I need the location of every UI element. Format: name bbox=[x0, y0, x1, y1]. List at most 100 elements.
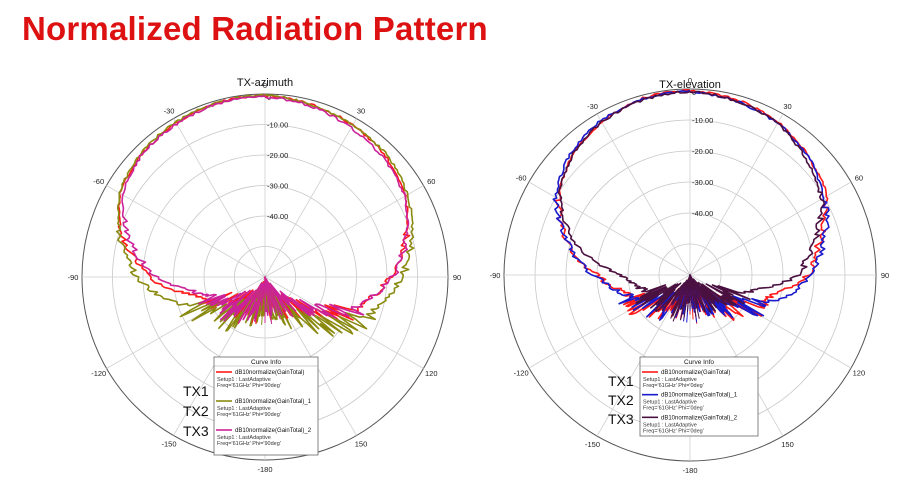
angle-tick-label: -180 bbox=[682, 466, 697, 475]
legend-title: Curve Info bbox=[251, 359, 281, 366]
series-spike bbox=[683, 281, 690, 319]
series-spike bbox=[265, 283, 267, 296]
radial-tick-label: -40.00 bbox=[267, 212, 288, 221]
angle-tick-label: -150 bbox=[161, 439, 176, 448]
series-spike bbox=[253, 282, 264, 303]
series-spike bbox=[692, 280, 703, 299]
chart-title: TX-elevation bbox=[659, 79, 721, 91]
series-spike bbox=[679, 280, 690, 321]
tx-label: TX1 bbox=[183, 383, 209, 399]
grid-spoke bbox=[264, 118, 357, 278]
radial-tick-label: -40.00 bbox=[692, 209, 713, 218]
legend-entry-freq: Freq='61GHz' Phi='0deg' bbox=[643, 428, 704, 434]
series-spike bbox=[256, 282, 264, 299]
slide-title: Normalized Radiation Pattern bbox=[22, 10, 488, 47]
angle-tick-label: -150 bbox=[585, 440, 600, 449]
series-spike bbox=[254, 282, 264, 312]
angle-tick-label: -90 bbox=[68, 273, 79, 282]
legend-title: Curve Info bbox=[684, 359, 714, 366]
angle-tick-label: -30 bbox=[164, 107, 175, 116]
series-spike bbox=[678, 280, 688, 297]
legend-entry-freq: Freq='61GHz' Phi='0deg' bbox=[643, 406, 704, 412]
angle-tick-label: 0 bbox=[263, 81, 267, 90]
legend-entry-setup: Setup1 : LastAdaptive bbox=[217, 406, 271, 412]
angle-tick-label: 30 bbox=[357, 107, 365, 116]
series-spike bbox=[263, 283, 266, 299]
legend-entry-freq: Freq='61GHz' Phi='90deg' bbox=[217, 441, 281, 447]
angle-tick-label: -90 bbox=[490, 271, 501, 280]
angle-tick-label: 60 bbox=[427, 177, 435, 186]
legend-entry-name: dB10normalize(GainTotal)_2 bbox=[235, 428, 312, 434]
grid-spoke bbox=[173, 118, 266, 278]
legend-entry-name: dB10normalize(GainTotal)_2 bbox=[661, 415, 738, 421]
series-spike bbox=[670, 280, 688, 306]
tx-label: TX3 bbox=[183, 423, 209, 439]
legend-entry-setup: Setup1 : LastAdaptive bbox=[643, 422, 697, 428]
angle-tick-label: 30 bbox=[783, 102, 791, 111]
series-spike bbox=[686, 281, 691, 312]
series-spike bbox=[683, 280, 689, 296]
series-spike bbox=[690, 281, 693, 307]
series-spike bbox=[256, 282, 265, 315]
series-spike bbox=[267, 282, 282, 313]
angle-tick-label: 120 bbox=[853, 369, 866, 378]
angle-tick-label: -120 bbox=[514, 369, 529, 378]
curve-info-legend: Curve InfodB10normalize(GainTotal)Setup1… bbox=[639, 356, 759, 437]
grid-spoke bbox=[596, 113, 691, 276]
angle-tick-label: -60 bbox=[516, 174, 527, 183]
series-line-3 bbox=[557, 90, 826, 317]
legend-entry-freq: Freq='61GHz' Phi='0deg' bbox=[643, 383, 704, 389]
grid-spoke bbox=[106, 276, 266, 369]
series-spike bbox=[246, 282, 263, 311]
angle-tick-label: 90 bbox=[881, 271, 889, 280]
tx-label: TX1 bbox=[608, 373, 634, 389]
legend-entry-name: dB10normalize(GainTotal)_1 bbox=[235, 399, 312, 405]
legend-entry-name: dB10normalize(GainTotal) bbox=[661, 370, 730, 376]
legend-entry-setup: Setup1 : LastAdaptive bbox=[643, 400, 697, 406]
legend-box bbox=[213, 356, 319, 456]
series-spike bbox=[692, 280, 706, 310]
grid-spoke bbox=[689, 113, 784, 276]
series-spike bbox=[266, 282, 276, 314]
tx-label: TX2 bbox=[183, 403, 209, 419]
series-spike bbox=[690, 281, 697, 318]
series-spike bbox=[691, 280, 702, 305]
angle-tick-label: 150 bbox=[781, 440, 794, 449]
legend-entry-name: dB10normalize(GainTotal)_1 bbox=[661, 393, 738, 399]
angle-tick-label: 60 bbox=[855, 174, 863, 183]
grid-spoke bbox=[106, 185, 266, 278]
series-spike bbox=[260, 283, 265, 306]
radial-tick-label: -20.00 bbox=[692, 147, 713, 156]
angle-tick-label: -30 bbox=[587, 102, 598, 111]
legend-entry-freq: Freq='61GHz' Phi='90deg' bbox=[217, 383, 281, 389]
radial-tick-label: -30.00 bbox=[692, 178, 713, 187]
angle-tick-label: 120 bbox=[425, 369, 438, 378]
radial-tick-label: -10.00 bbox=[267, 121, 288, 130]
radial-tick-label: -30.00 bbox=[267, 182, 288, 191]
series-spike bbox=[672, 280, 689, 322]
tx-label: TX2 bbox=[608, 392, 634, 408]
angle-tick-label: -60 bbox=[93, 177, 104, 186]
series-spike bbox=[691, 280, 699, 305]
series-spike bbox=[267, 282, 276, 297]
series-spike bbox=[266, 282, 273, 312]
series-spike bbox=[670, 280, 689, 319]
series-line-3 bbox=[121, 95, 410, 324]
grid-spoke bbox=[528, 181, 691, 276]
legend-entry-freq: Freq='61GHz' Phi='90deg' bbox=[217, 412, 281, 418]
series-spike bbox=[265, 282, 273, 324]
angle-tick-label: -120 bbox=[91, 369, 106, 378]
radial-tick-label: -10.00 bbox=[692, 116, 713, 125]
legend-entry-name: dB10normalize(GainTotal) bbox=[235, 370, 304, 376]
series-spike bbox=[691, 280, 700, 319]
angle-tick-label: 0 bbox=[688, 76, 692, 85]
angle-tick-label: 150 bbox=[355, 439, 368, 448]
grid-spoke bbox=[264, 185, 424, 278]
angle-tick-label: -180 bbox=[257, 465, 272, 474]
legend-entry-setup: Setup1 : LastAdaptive bbox=[643, 377, 697, 383]
angle-tick-label: 90 bbox=[453, 273, 461, 282]
curve-info-legend: Curve Info dB10normalize(GainTotal) Setup1… bbox=[213, 356, 319, 456]
